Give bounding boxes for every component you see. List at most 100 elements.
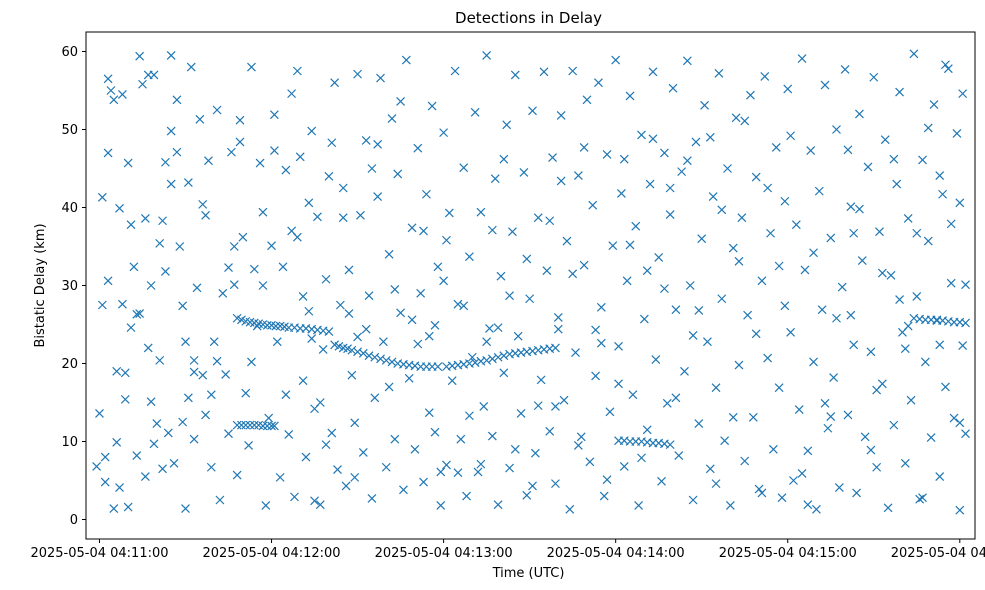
detection-point — [923, 123, 933, 133]
detection-point — [378, 337, 388, 347]
detection-point — [645, 179, 655, 189]
detection-point — [522, 490, 532, 500]
detection-point — [264, 413, 274, 423]
detection-point — [703, 337, 712, 347]
detection-point — [364, 291, 374, 301]
detection-point — [224, 429, 233, 439]
detection-point — [648, 134, 658, 144]
detection-point — [476, 207, 486, 217]
detection-point — [304, 306, 314, 316]
detection-point — [436, 501, 446, 510]
detection-point — [757, 488, 767, 498]
detection-point — [487, 225, 497, 235]
detection-point — [855, 109, 864, 119]
detection-point — [430, 427, 440, 437]
detection-point — [691, 137, 701, 147]
track-detection-point — [439, 276, 449, 286]
detection-point — [407, 315, 417, 325]
detection-point — [209, 337, 219, 347]
detection-point — [215, 495, 225, 505]
detection-point — [496, 271, 506, 281]
detection-point — [140, 213, 150, 223]
detection-point — [677, 167, 687, 177]
detection-point — [244, 440, 254, 450]
detection-point — [946, 219, 956, 229]
detection-point — [705, 464, 715, 474]
y-tick-label: 40 — [61, 201, 78, 216]
detection-point — [751, 329, 761, 339]
detection-point — [315, 398, 325, 407]
detection-point — [513, 331, 523, 341]
detection-point — [198, 199, 208, 209]
detection-point — [803, 446, 813, 456]
detection-point — [212, 105, 222, 115]
detection-point — [720, 436, 730, 446]
detection-point — [883, 503, 893, 513]
detection-point — [123, 158, 133, 168]
detection-point — [169, 458, 179, 468]
detection-point — [192, 283, 202, 293]
detection-point — [390, 434, 400, 444]
detection-point — [708, 192, 718, 202]
detection-point — [284, 430, 294, 439]
detection-point — [866, 347, 876, 357]
detection-point — [373, 139, 383, 149]
track-detection-point — [553, 324, 563, 334]
detection-point — [485, 323, 494, 333]
detection-point — [637, 453, 646, 463]
detection-point — [900, 458, 910, 468]
detection-point — [961, 280, 970, 290]
detection-point — [582, 95, 592, 105]
detection-point — [350, 472, 360, 482]
detection-point — [453, 299, 463, 309]
detection-point — [301, 452, 311, 462]
x-axis-label: Time (UTC) — [492, 566, 565, 581]
detection-point — [138, 79, 147, 89]
detection-point — [269, 146, 279, 155]
detection-point — [249, 264, 259, 274]
detection-point — [777, 493, 787, 503]
detection-point — [731, 113, 741, 123]
detection-point — [814, 186, 824, 196]
track-detection-point — [262, 421, 272, 431]
detection-point — [464, 252, 474, 262]
detection-point — [579, 143, 589, 152]
detection-point — [318, 345, 328, 354]
detection-point — [281, 390, 291, 400]
track-detection-point — [487, 354, 497, 364]
detection-point — [421, 189, 431, 199]
detection-point — [961, 429, 970, 439]
track-detection-point — [347, 345, 357, 355]
detection-point — [616, 189, 626, 198]
detection-point — [809, 248, 818, 258]
detection-point — [740, 116, 750, 126]
detection-point — [152, 419, 162, 428]
detection-point — [717, 205, 727, 215]
detection-point — [820, 398, 830, 408]
detection-point — [840, 65, 850, 74]
detection-point — [829, 373, 839, 382]
detection-point — [459, 301, 469, 311]
detection-point — [224, 263, 233, 272]
detection-point — [267, 241, 276, 251]
detection-point — [410, 444, 420, 454]
detection-point — [918, 155, 927, 165]
detection-point — [754, 484, 764, 494]
detection-point — [487, 431, 497, 441]
detection-point — [393, 169, 403, 179]
detection-point — [384, 249, 394, 259]
detection-point — [356, 210, 365, 220]
detection-point — [886, 270, 896, 280]
detection-point — [725, 501, 735, 510]
detection-point — [668, 83, 678, 93]
detection-point — [304, 198, 314, 208]
detection-point — [952, 128, 962, 138]
detection-point — [502, 120, 512, 130]
detection-point — [447, 376, 457, 386]
detection-point — [453, 468, 463, 478]
detection-point — [416, 288, 426, 298]
detection-point — [528, 481, 537, 491]
detection-point — [789, 476, 798, 485]
detection-point — [298, 376, 308, 386]
